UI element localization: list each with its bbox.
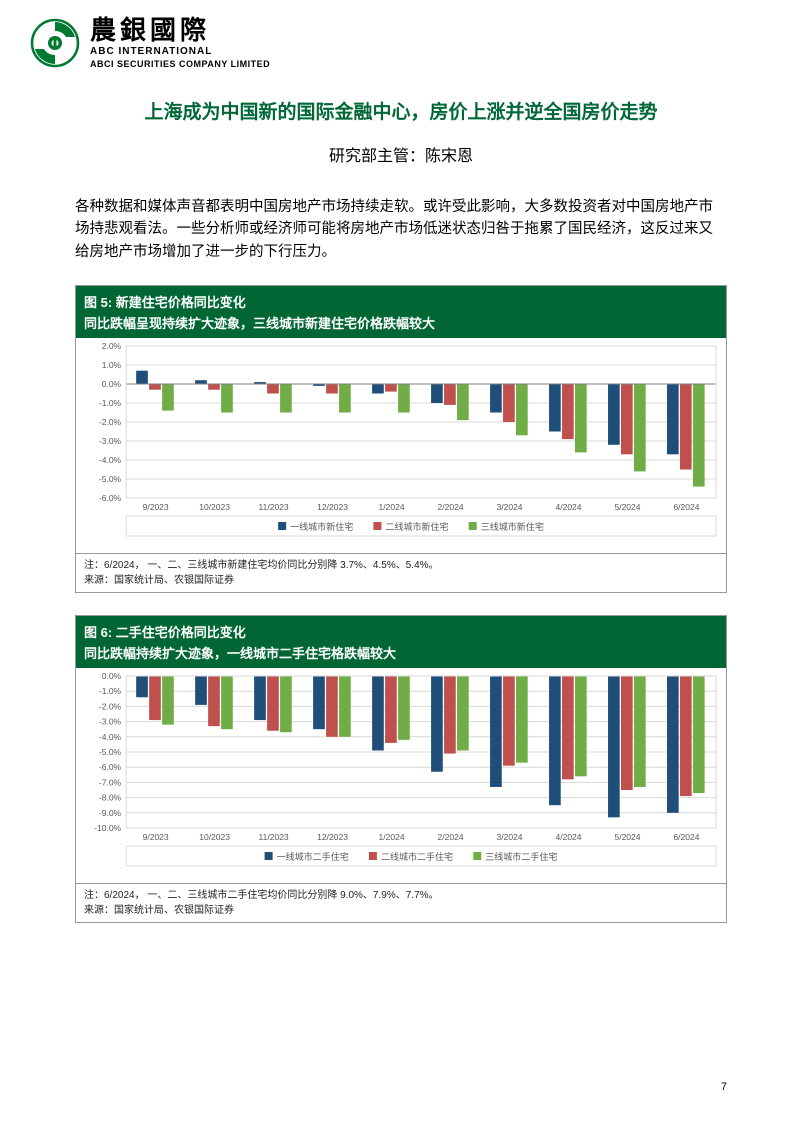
svg-text:2/2024: 2/2024	[438, 832, 464, 842]
logo-en-name1: ABC INTERNATIONAL	[90, 46, 270, 57]
svg-text:6/2024: 6/2024	[673, 502, 699, 512]
logo-cn-name: 農銀國際	[90, 18, 270, 44]
chart5-title-text: 新建住宅价格同比变化	[116, 295, 246, 310]
body-paragraph: 各种数据和媒体声音都表明中国房地产市场持续走软。或许受此影响，大多数投资者对中国…	[75, 196, 727, 263]
svg-text:-7.0%: -7.0%	[99, 778, 122, 788]
svg-text:-5.0%: -5.0%	[99, 747, 122, 757]
svg-text:-8.0%: -8.0%	[99, 793, 122, 803]
svg-text:1/2024: 1/2024	[379, 502, 405, 512]
chart6-source: 来源：国家统计局、农银国际证券	[84, 903, 718, 918]
svg-text:11/2023: 11/2023	[259, 832, 289, 842]
svg-text:-2.0%: -2.0%	[99, 417, 122, 427]
svg-text:0.0%: 0.0%	[102, 379, 122, 389]
chart6-title: 图 6: 二手住宅价格同比变化	[84, 622, 718, 641]
svg-text:3/2024: 3/2024	[497, 502, 523, 512]
logo-en-name2: ABCI SECURITIES COMPANY LIMITED	[90, 59, 270, 69]
svg-text:11/2023: 11/2023	[259, 502, 289, 512]
svg-text:-6.0%: -6.0%	[99, 763, 122, 773]
svg-text:1/2024: 1/2024	[379, 832, 405, 842]
chart5-source: 来源：国家统计局、农银国际证券	[84, 573, 718, 588]
page-title: 上海成为中国新的国际金融中心，房价上涨并逆全国房价走势	[0, 97, 802, 124]
svg-text:二线城市二手住宅: 二线城市二手住宅	[381, 851, 453, 862]
svg-text:1.0%: 1.0%	[102, 360, 122, 370]
svg-text:-1.0%: -1.0%	[99, 398, 122, 408]
svg-text:4/2024: 4/2024	[555, 832, 581, 842]
svg-text:三线城市二手住宅: 三线城市二手住宅	[485, 851, 557, 862]
svg-text:-6.0%: -6.0%	[99, 493, 122, 503]
svg-text:12/2023: 12/2023	[317, 502, 348, 512]
chart5-subtitle: 同比跌幅呈现持续扩大迹象，三线城市新建住宅价格跌幅较大	[84, 313, 718, 332]
chart5-prefix: 图 5:	[84, 295, 112, 310]
svg-text:-2.0%: -2.0%	[99, 702, 122, 712]
chart5-title: 图 5: 新建住宅价格同比变化	[84, 292, 718, 311]
chart6-prefix: 图 6:	[84, 625, 112, 640]
chart6-note: 注：6/2024， 一、二、三线城市二手住宅均价同比分别降 9.0%、7.9%、…	[84, 888, 718, 903]
svg-text:5/2024: 5/2024	[614, 502, 640, 512]
svg-text:-5.0%: -5.0%	[99, 474, 122, 484]
chart6-title-text: 二手住宅价格同比变化	[116, 625, 246, 640]
svg-text:10/2023: 10/2023	[199, 502, 230, 512]
svg-text:9/2023: 9/2023	[143, 832, 169, 842]
svg-text:0.0%: 0.0%	[102, 671, 122, 681]
svg-text:10/2023: 10/2023	[199, 832, 230, 842]
svg-text:-9.0%: -9.0%	[99, 808, 122, 818]
chart6-container: 图 6: 二手住宅价格同比变化 同比跌幅持续扩大迹象，一线城市二手住宅格跌幅较大…	[75, 615, 727, 923]
svg-text:一线城市新住宅: 一线城市新住宅	[290, 521, 353, 532]
chart6-plot: 0.0% -1.0% -2.0% -3.0% -4.0% -5.0% -6.0% -7.0% -…	[76, 668, 726, 878]
svg-text:-1.0%: -1.0%	[99, 687, 122, 697]
chart6-subtitle: 同比跌幅持续扩大迹象，一线城市二手住宅格跌幅较大	[84, 643, 718, 662]
page-number: 7	[721, 1081, 727, 1093]
svg-text:9/2023: 9/2023	[143, 502, 169, 512]
abci-logo	[30, 18, 80, 68]
chart6-header: 图 6: 二手住宅价格同比变化 同比跌幅持续扩大迹象，一线城市二手住宅格跌幅较大	[76, 616, 726, 668]
svg-text:2/2024: 2/2024	[438, 502, 464, 512]
svg-text:-4.0%: -4.0%	[99, 732, 122, 742]
page-header: 農銀國際 ABC INTERNATIONAL ABCI SECURITIES C…	[0, 0, 802, 69]
svg-text:2.0%: 2.0%	[102, 341, 122, 351]
svg-text:12/2023: 12/2023	[317, 832, 348, 842]
svg-text:-4.0%: -4.0%	[99, 455, 122, 465]
page-subtitle: 研究部主管：陈宋恩	[0, 142, 802, 166]
svg-text:-3.0%: -3.0%	[99, 436, 122, 446]
svg-text:一线城市二手住宅: 一线城市二手住宅	[277, 851, 349, 862]
svg-text:6/2024: 6/2024	[673, 832, 699, 842]
logo-text: 農銀國際 ABC INTERNATIONAL ABCI SECURITIES C…	[90, 18, 270, 69]
svg-text:4/2024: 4/2024	[555, 502, 581, 512]
svg-text:3/2024: 3/2024	[497, 832, 523, 842]
svg-text:-10.0%: -10.0%	[94, 823, 121, 833]
chart5-footer: 注：6/2024， 一、二、三线城市新建住宅均价同比分别降 3.7%、4.5%、…	[76, 553, 726, 592]
svg-text:三线城市新住宅: 三线城市新住宅	[481, 521, 544, 532]
chart5-plot: 2.0% 1.0% 0.0% -1.0% -2.0% -3.0% -4.0% -5.0% -6.…	[76, 338, 726, 548]
chart5-header: 图 5: 新建住宅价格同比变化 同比跌幅呈现持续扩大迹象，三线城市新建住宅价格跌…	[76, 286, 726, 338]
chart6-footer: 注：6/2024， 一、二、三线城市二手住宅均价同比分别降 9.0%、7.9%、…	[76, 883, 726, 922]
chart5-container: 图 5: 新建住宅价格同比变化 同比跌幅呈现持续扩大迹象，三线城市新建住宅价格跌…	[75, 285, 727, 593]
svg-text:-3.0%: -3.0%	[99, 717, 122, 727]
svg-text:5/2024: 5/2024	[614, 832, 640, 842]
svg-text:二线城市新住宅: 二线城市新住宅	[385, 521, 448, 532]
chart5-note: 注：6/2024， 一、二、三线城市新建住宅均价同比分别降 3.7%、4.5%、…	[84, 558, 718, 573]
